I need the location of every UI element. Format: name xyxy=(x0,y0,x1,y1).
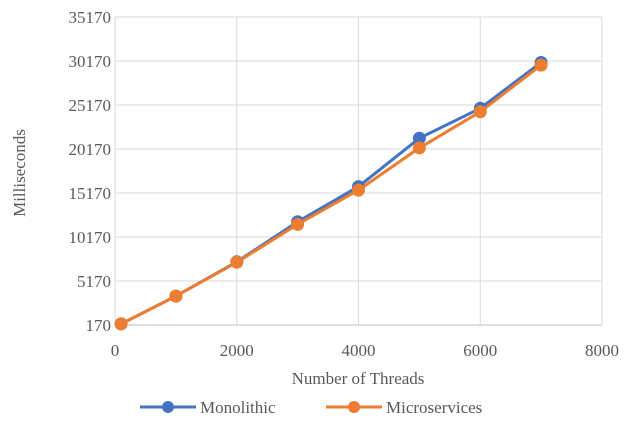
data-point-microservices xyxy=(412,141,426,155)
data-point-microservices xyxy=(230,255,244,269)
x-tick-label: 8000 xyxy=(585,341,619,360)
data-point-monolithic xyxy=(412,131,426,145)
data-point-microservices xyxy=(291,217,305,231)
x-tick-label: 0 xyxy=(111,341,120,360)
legend-label-monolithic: Monolithic xyxy=(200,398,276,417)
tick-labels: 170 5170 10170 15170 20170 25170 30170 35170 0 20… xyxy=(69,8,620,360)
y-tick-label: 25170 xyxy=(69,96,112,115)
series-group xyxy=(114,56,548,331)
y-tick-label: 35170 xyxy=(69,8,112,27)
y-axis-title: Milliseconds xyxy=(10,129,29,217)
legend-marker-monolithic xyxy=(162,401,174,413)
series-microservices xyxy=(114,58,548,331)
y-tick-label: 30170 xyxy=(69,52,112,71)
y-tick-label: 15170 xyxy=(69,184,112,203)
y-tick-label: 5170 xyxy=(77,272,111,291)
x-axis-title: Number of Threads xyxy=(292,369,425,388)
x-tick-label: 6000 xyxy=(463,341,497,360)
legend: Monolithic Microservices xyxy=(140,398,482,417)
data-point-microservices xyxy=(114,317,128,331)
data-point-microservices xyxy=(534,58,548,72)
y-tick-label: 170 xyxy=(86,316,112,335)
data-point-microservices xyxy=(169,289,183,303)
y-tick-label: 20170 xyxy=(69,140,112,159)
data-point-microservices xyxy=(473,105,487,119)
x-tick-label: 2000 xyxy=(220,341,254,360)
legend-label-microservices: Microservices xyxy=(386,398,482,417)
grid xyxy=(114,16,603,325)
legend-marker-microservices xyxy=(348,401,360,413)
legend-item-monolithic: Monolithic xyxy=(140,398,276,417)
data-point-microservices xyxy=(352,183,365,197)
legend-item-microservices: Microservices xyxy=(326,398,482,417)
series-line-microservices xyxy=(119,63,543,326)
x-tick-label: 4000 xyxy=(342,341,376,360)
y-tick-label: 10170 xyxy=(69,228,112,247)
